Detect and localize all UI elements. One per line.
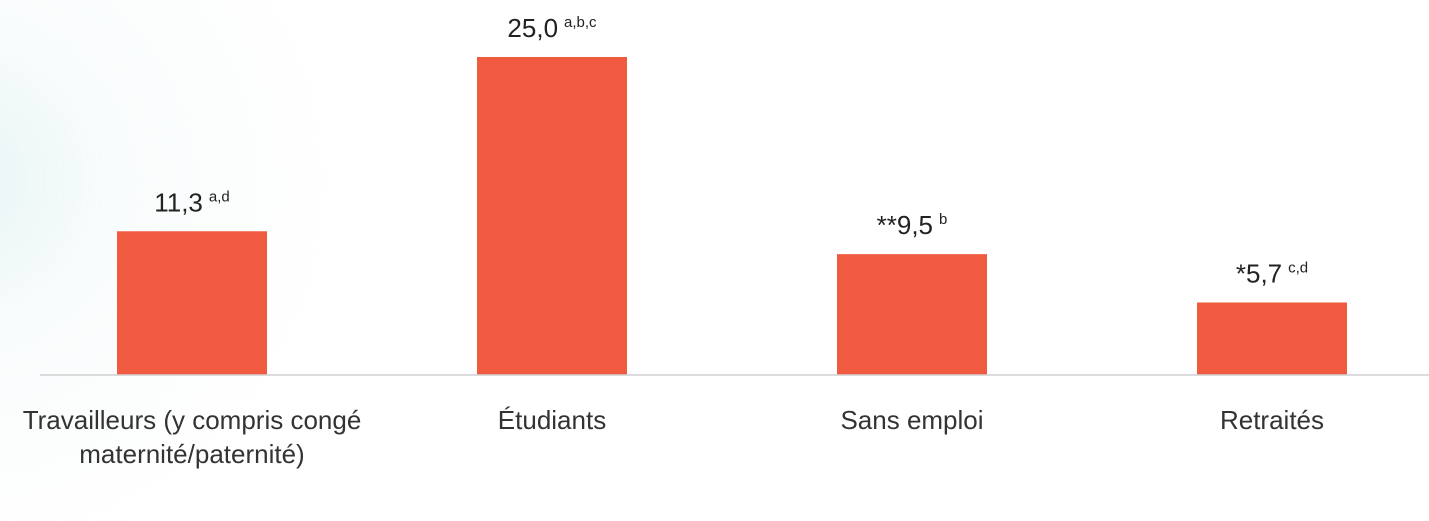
value-label: **9,5 b (877, 210, 948, 240)
bar (117, 231, 267, 375)
value-label-number: 25,0 (507, 13, 558, 43)
value-label-note: b (939, 211, 947, 228)
value-label-number: 11,3 (154, 187, 203, 217)
x-tick-label: Étudiants (497, 405, 607, 435)
x-tick-label: Retraités (1219, 405, 1325, 435)
x-tick-label: Travailleurs (y compris congé maternité/… (22, 405, 362, 469)
value-label-note: c,d (1288, 259, 1308, 276)
value-label-number: *5,7 (1236, 258, 1282, 288)
value-label-note: a,b,c (564, 14, 597, 31)
value-label-number: **9,5 (877, 210, 933, 240)
value-label: *5,7 c,d (1236, 258, 1308, 288)
bar (837, 254, 987, 375)
bar (1197, 302, 1347, 375)
bar (477, 57, 627, 375)
x-tick-label: Sans emploi (840, 405, 984, 435)
value-label: 25,0 a,b,c (507, 13, 597, 43)
value-label: 11,3 a,d (154, 187, 230, 217)
value-label-note: a,d (209, 188, 230, 205)
